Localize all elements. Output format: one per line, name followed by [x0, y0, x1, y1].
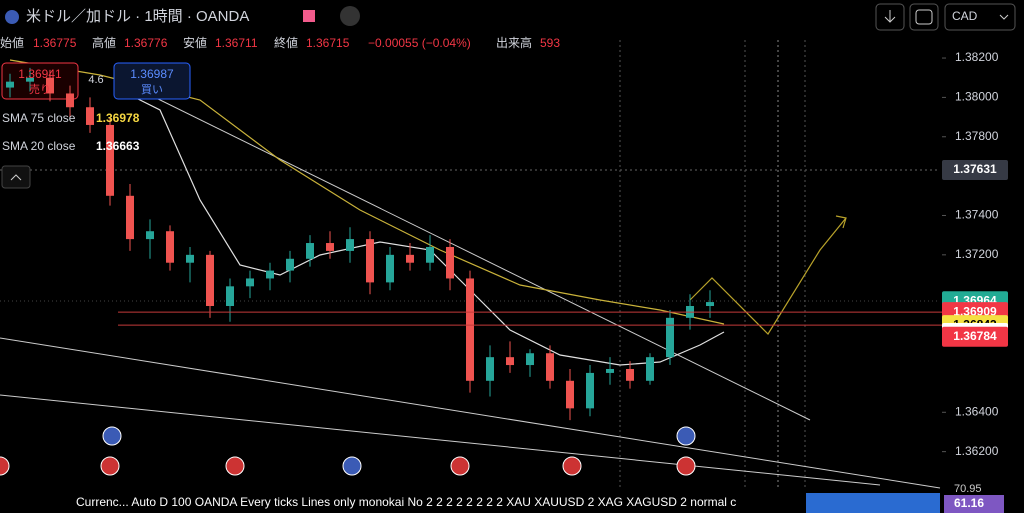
- title: 米ドル／加ドル · 1時間 · OANDA: [26, 8, 249, 25]
- candle-body: [46, 77, 54, 94]
- buy-label[interactable]: 買い: [141, 83, 163, 96]
- candle-body: [106, 124, 114, 196]
- candle-body: [366, 239, 374, 283]
- candle-body: [286, 258, 294, 271]
- close-label: 終値: [274, 35, 298, 50]
- volume-label: 出来高: [496, 35, 532, 50]
- high: 1.36776: [124, 36, 168, 50]
- candle-body: [86, 107, 94, 125]
- price-label: 1.37631: [953, 162, 997, 176]
- close: 1.36715: [306, 36, 350, 50]
- price-label: 1.36909: [953, 304, 997, 318]
- sell-label[interactable]: 売り: [29, 83, 51, 96]
- volume: 593: [540, 36, 560, 50]
- y-tick-label: 1.38000: [955, 90, 999, 104]
- candle-body: [306, 243, 314, 259]
- low-label: 安値: [183, 35, 207, 50]
- candle-body: [526, 353, 534, 366]
- candle-body: [486, 357, 494, 381]
- candle-body: [26, 77, 34, 82]
- candle-body: [586, 372, 594, 409]
- candle-body: [706, 302, 714, 307]
- price-label-box: [942, 326, 1008, 347]
- candle-body: [566, 380, 574, 409]
- candle-body: [226, 286, 234, 307]
- sell-price[interactable]: 1.36941: [18, 67, 62, 81]
- y-tick-label: 1.37400: [955, 208, 999, 222]
- footer-text: Currenc... Auto D 100 OANDA Every ticks …: [76, 495, 736, 509]
- candle-body: [666, 317, 674, 358]
- change: −0.00055 (−0.04%): [368, 36, 471, 50]
- candle-body: [166, 231, 174, 263]
- indicator-value: 1.36663: [96, 139, 140, 153]
- ohlc-row: 始値 1.36775 高値 1.36776 安値 1.36711 終値 1.36…: [0, 35, 560, 50]
- candle-body: [386, 254, 394, 283]
- open-label: 始値: [0, 35, 24, 50]
- candle-body: [346, 239, 354, 251]
- candle-body: [146, 231, 154, 240]
- indicator-name: SMA 75 close: [2, 111, 76, 125]
- candle-body: [266, 270, 274, 279]
- low: 1.36711: [215, 36, 258, 50]
- spread: 4.6: [88, 74, 103, 86]
- rsi-value: 61.16: [954, 496, 984, 510]
- indicator-name: SMA 20 close: [2, 139, 76, 153]
- candle-body: [646, 357, 654, 381]
- candle-body: [606, 368, 614, 373]
- candle-body: [426, 246, 434, 263]
- rsi-value: 70.95: [954, 483, 982, 495]
- candle-body: [546, 353, 554, 381]
- candle-body: [186, 254, 194, 263]
- price-label: 1.36784: [953, 329, 997, 343]
- candle-body: [626, 368, 634, 381]
- candle-body: [246, 278, 254, 287]
- y-tick-label: 1.37200: [955, 247, 999, 261]
- y-tick-label: 1.38200: [955, 50, 999, 64]
- candle-body: [66, 93, 74, 108]
- candle-body: [506, 357, 514, 366]
- price-label-box: [942, 160, 1008, 181]
- candle-body: [126, 195, 134, 240]
- candle-body: [326, 243, 334, 251]
- open: 1.36775: [33, 36, 77, 50]
- candle-body: [6, 81, 14, 88]
- y-tick-label: 1.37800: [955, 129, 999, 143]
- y-tick-label: 1.36200: [955, 444, 999, 458]
- candle-body: [466, 278, 474, 381]
- indicator-value: 1.36978: [96, 111, 140, 125]
- candle-body: [406, 254, 414, 263]
- high-label: 高値: [92, 35, 116, 50]
- plot: [6, 67, 942, 421]
- y-tick-label: 1.36400: [955, 404, 999, 418]
- buy-price[interactable]: 1.36987: [130, 67, 174, 81]
- candle-body: [446, 246, 454, 279]
- currency[interactable]: CAD: [952, 9, 978, 23]
- candle-body: [206, 254, 214, 307]
